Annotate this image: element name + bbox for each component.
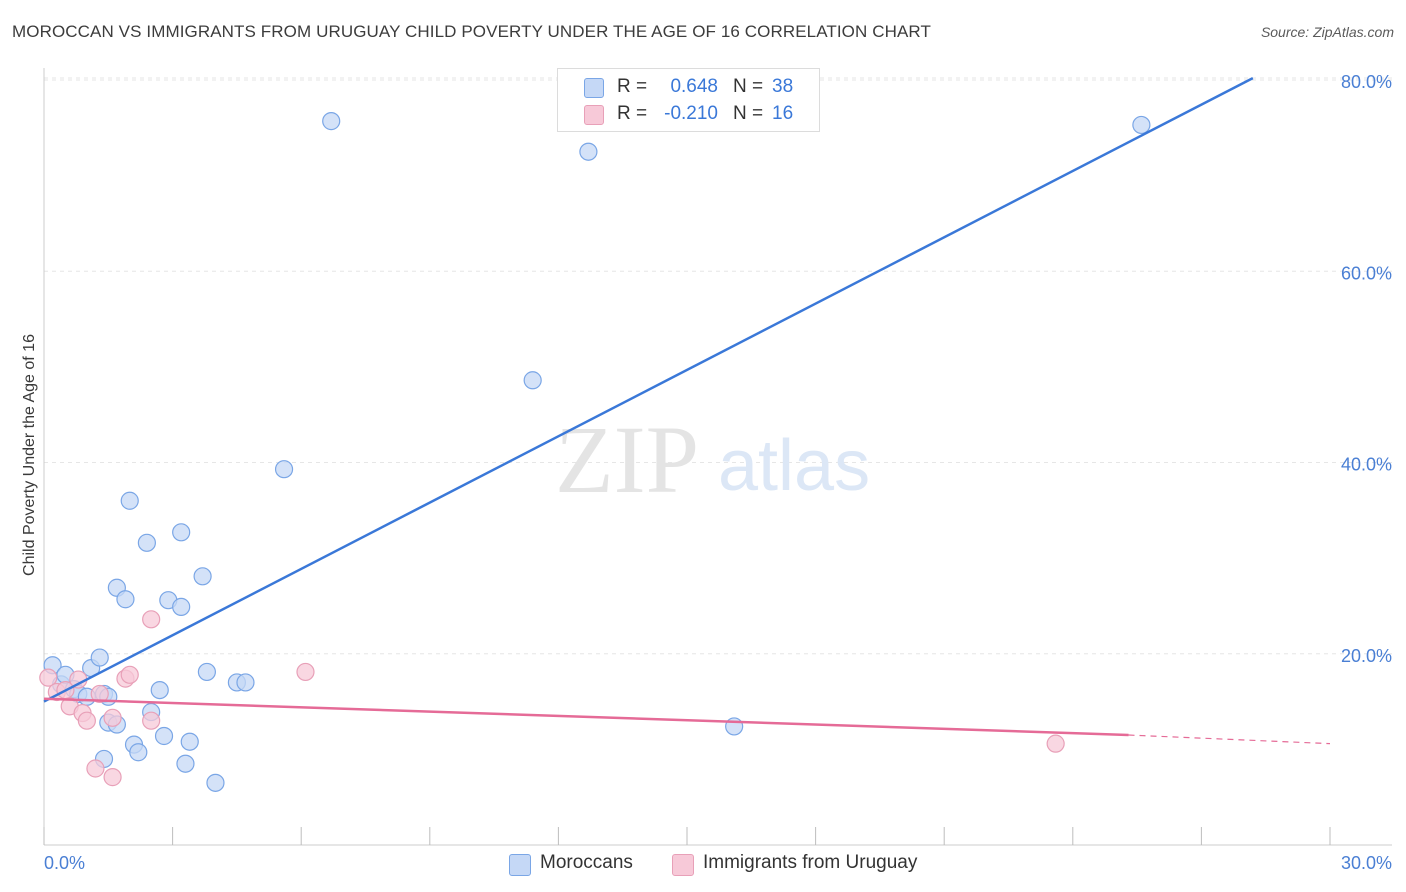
point-moroccans bbox=[129, 743, 148, 762]
point-uruguay bbox=[90, 684, 109, 704]
legend-r-label: R = bbox=[617, 103, 648, 124]
legend-n-label: N = bbox=[733, 103, 764, 124]
trend-line-moroccans bbox=[43, 76, 1254, 703]
y-axis-label: Child Poverty Under the Age of 16 bbox=[21, 334, 38, 576]
series-legend: Moroccans Immigrants from Uruguay bbox=[0, 852, 1406, 878]
legend-label-uruguay: Immigrants from Uruguay bbox=[703, 852, 918, 873]
trend-lines bbox=[43, 76, 1331, 745]
stats-legend: R = 0.648 N = 38 R = -0.210 N = 16 bbox=[557, 68, 820, 132]
point-uruguay bbox=[296, 662, 315, 682]
legend-swatch-uruguay bbox=[672, 854, 694, 876]
y-tick-label: 60.0% bbox=[1341, 263, 1392, 283]
point-moroccans bbox=[579, 142, 598, 161]
point-moroccans bbox=[176, 754, 195, 773]
point-moroccans bbox=[180, 732, 199, 751]
chart-title: MOROCCAN VS IMMIGRANTS FROM URUGUAY CHIL… bbox=[12, 22, 931, 41]
watermark: ZIP atlas bbox=[555, 406, 870, 513]
y-tick-labels: 20.0% 40.0% 60.0% 80.0% bbox=[1341, 72, 1392, 666]
point-moroccans bbox=[116, 590, 135, 609]
point-moroccans bbox=[154, 726, 174, 746]
point-uruguay bbox=[142, 711, 161, 730]
legend-row-uruguay: R = -0.210 N = 16 bbox=[558, 101, 819, 127]
point-moroccans bbox=[193, 567, 212, 586]
point-moroccans bbox=[322, 112, 341, 131]
watermark-zip: ZIP bbox=[555, 406, 699, 513]
point-uruguay bbox=[103, 768, 122, 787]
point-moroccans bbox=[236, 673, 255, 692]
point-moroccans bbox=[206, 773, 225, 792]
point-moroccans bbox=[172, 523, 191, 542]
x-ticks bbox=[43, 827, 1331, 845]
legend-row-moroccans: R = 0.648 N = 38 bbox=[558, 74, 819, 100]
point-uruguay bbox=[77, 711, 96, 730]
legend-swatch-uruguay bbox=[584, 105, 604, 125]
y-tick-label: 80.0% bbox=[1341, 72, 1392, 92]
point-moroccans bbox=[274, 460, 294, 479]
legend-r-label: R = bbox=[617, 76, 648, 97]
grid bbox=[44, 77, 1392, 655]
source-label: Source: ZipAtlas.com bbox=[1260, 24, 1394, 40]
legend-r-value: -0.210 bbox=[664, 103, 718, 124]
point-moroccans bbox=[523, 371, 542, 390]
point-uruguay bbox=[103, 708, 122, 727]
legend-label-moroccans: Moroccans bbox=[540, 852, 633, 873]
point-moroccans bbox=[137, 533, 156, 552]
legend-swatch-moroccans bbox=[509, 854, 531, 876]
point-uruguay bbox=[1046, 734, 1065, 753]
legend-r-value: 0.648 bbox=[670, 76, 718, 97]
trend-line-uruguay-extension bbox=[1128, 734, 1331, 745]
point-uruguay bbox=[86, 759, 105, 778]
point-moroccans bbox=[150, 680, 169, 700]
x-tick-label-max: 30.0% bbox=[1341, 853, 1392, 873]
x-tick-label-min: 0.0% bbox=[44, 853, 85, 873]
y-tick-label: 20.0% bbox=[1341, 646, 1392, 666]
point-uruguay bbox=[120, 665, 139, 684]
point-moroccans bbox=[90, 648, 109, 667]
axes bbox=[43, 68, 1392, 846]
trend-line-uruguay bbox=[43, 697, 1129, 737]
point-moroccans bbox=[120, 491, 139, 510]
watermark-atlas: atlas bbox=[718, 426, 870, 506]
legend-n-label: N = bbox=[733, 76, 764, 97]
point-moroccans bbox=[197, 662, 216, 682]
legend-n-value: 38 bbox=[772, 76, 794, 97]
legend-n-value: 16 bbox=[772, 103, 794, 124]
point-uruguay bbox=[142, 610, 161, 629]
legend-swatch-moroccans bbox=[584, 78, 604, 98]
point-moroccans bbox=[172, 597, 191, 616]
point-uruguay bbox=[39, 668, 58, 687]
point-moroccans bbox=[1132, 115, 1151, 135]
y-tick-label: 40.0% bbox=[1341, 455, 1392, 475]
